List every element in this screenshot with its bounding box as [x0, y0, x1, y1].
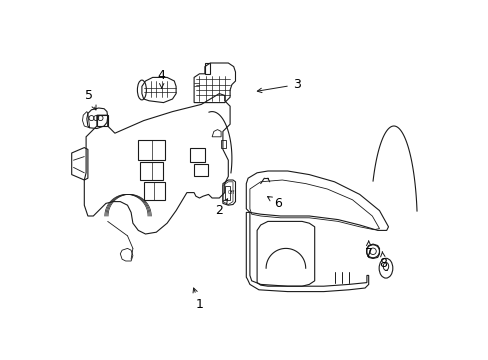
Text: Off: Off: [227, 190, 234, 195]
Text: 1: 1: [193, 288, 203, 311]
Bar: [143, 182, 165, 200]
Text: 6: 6: [267, 197, 282, 210]
Bar: [190, 148, 204, 162]
Bar: [140, 162, 163, 180]
Text: 4: 4: [158, 69, 165, 88]
Text: 8: 8: [379, 251, 386, 270]
Text: 2: 2: [214, 199, 227, 217]
Bar: [194, 164, 208, 176]
Text: 5: 5: [85, 89, 96, 110]
Bar: [138, 140, 165, 160]
Bar: [225, 186, 230, 200]
Text: 3: 3: [257, 78, 300, 93]
Text: 7: 7: [364, 241, 372, 260]
